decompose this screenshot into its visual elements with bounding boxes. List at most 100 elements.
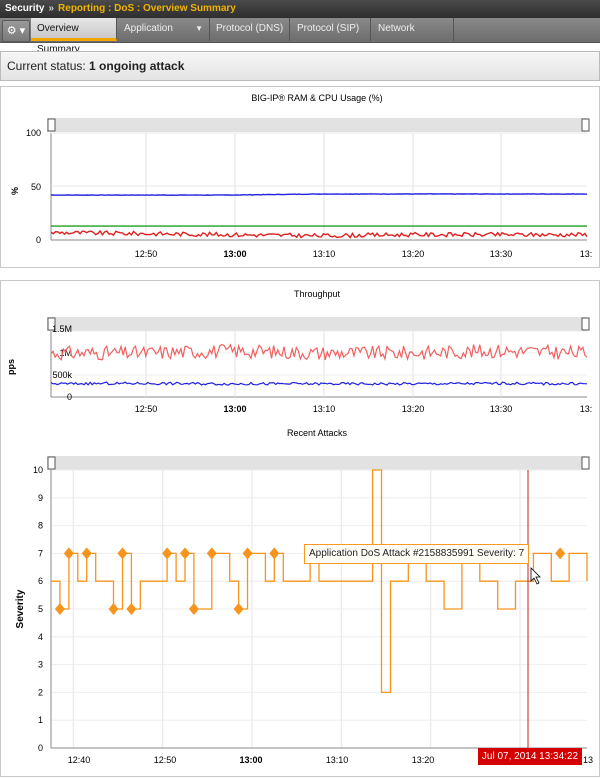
cursor-time-badge: Jul 07, 2014 13:34:22 [478, 748, 582, 765]
throughput-x-tick: 12:50 [135, 404, 158, 414]
attacks-y-tick: 3 [38, 660, 43, 670]
cpu-x-tick: 13:10 [313, 249, 336, 259]
gear-icon[interactable]: ⚙ ▾ [2, 20, 30, 42]
breadcrumb: Security» Reporting : DoS : Overview Summ… [0, 0, 600, 18]
attacks-range-handle-left[interactable] [47, 456, 56, 470]
attacks-y-tick: 2 [38, 687, 43, 697]
attacks-y-label: Severity [15, 589, 26, 628]
throughput-x-tick: 13:20 [402, 404, 425, 414]
attacks-range-slider[interactable] [47, 456, 587, 470]
throughput-y-tick: 500k [52, 370, 72, 380]
status-value: 1 ongoing attack [89, 59, 185, 73]
attacks-y-tick: 9 [38, 493, 43, 503]
attacks-y-tick: 1 [38, 715, 43, 725]
attack-point[interactable] [269, 547, 280, 560]
attack-point[interactable] [242, 547, 253, 560]
cpu-x-tick: 13:30 [490, 249, 513, 259]
attacks-x-tick: 12:40 [68, 755, 91, 765]
attacks-series [51, 469, 588, 694]
cpu-x-tick: 13: [580, 249, 593, 259]
tab-label: Application [124, 23, 173, 34]
attacks-y-tick: 10 [33, 465, 43, 475]
mouse-cursor-icon [530, 567, 541, 585]
cpu-x-tick: 12:50 [135, 249, 158, 259]
cpu-y-tick: 100 [26, 128, 41, 138]
cpu-x-tick: 13:20 [402, 249, 425, 259]
attack-point[interactable] [180, 547, 190, 560]
throughput-x-tick: 13:00 [223, 404, 246, 414]
cpu-series [50, 193, 588, 239]
throughput-x-tick: 13: [580, 404, 593, 414]
attacks-x-tick: 13:20 [412, 755, 435, 765]
tab-label: Network [378, 23, 415, 34]
throughput-x-tick: 13:30 [490, 404, 513, 414]
tab-network[interactable]: Network [372, 18, 454, 41]
attacks-y-tick: 5 [38, 604, 43, 614]
tab-bar: ⚙ ▾ Overview Summary Application ▼ Protoc… [0, 18, 600, 55]
throughput-y-label: pps [6, 359, 16, 375]
attacks-y-tick: 4 [38, 632, 43, 642]
series-line-cpu [50, 229, 588, 239]
breadcrumb-path[interactable]: Reporting : DoS : Overview Summary [58, 3, 236, 14]
cpu-panel: BIG-IP® RAM & CPU Usage (%) 100 50 0 % 1… [0, 86, 600, 268]
series-line-in [50, 343, 588, 362]
cpu-range-slider[interactable] [47, 118, 587, 132]
status-label: Current status: [7, 59, 86, 73]
throughput-grid [51, 330, 587, 397]
throughput-range-slider[interactable] [47, 317, 587, 331]
traffic-panel: Throughput 1.5M 1M 500k 0 pps 12:50 13:0… [0, 280, 600, 777]
cpu-range-handle-right[interactable] [581, 118, 590, 132]
traffic-charts: Throughput 1.5M 1M 500k 0 pps 12:50 13:0… [6, 289, 593, 765]
series-line-ram [50, 193, 588, 197]
chevron-down-icon: ▼ [195, 24, 203, 33]
attack-point[interactable] [233, 603, 244, 615]
cpu-range-handle-left[interactable] [47, 118, 56, 132]
cpu-chart-title: BIG-IP® RAM & CPU Usage (%) [251, 93, 382, 103]
throughput-y-tick: 1.5M [52, 324, 72, 334]
tab-application[interactable]: Application ▼ [118, 18, 210, 41]
tab-overview-summary[interactable]: Overview Summary [31, 18, 117, 55]
attacks-x-tick: 13:10 [326, 755, 349, 765]
attack-point[interactable] [108, 603, 119, 615]
tab-protocol-sip[interactable]: Protocol (SIP) [291, 18, 371, 41]
attacks-range-handle-right[interactable] [581, 456, 590, 470]
series-line-out [50, 381, 588, 386]
highlighted-attack-point[interactable] [555, 547, 566, 560]
tab-label: Protocol (SIP) [297, 23, 360, 34]
breadcrumb-separator: » [48, 3, 55, 14]
tab-protocol-dns[interactable]: Protocol (DNS) [210, 18, 290, 41]
status-bar: Current status: 1 ongoing attack [0, 51, 600, 81]
attacks-chart-title: Recent Attacks [287, 428, 348, 438]
throughput-range-handle-right[interactable] [581, 317, 590, 331]
cpu-y-tick: 50 [31, 182, 41, 192]
attack-point[interactable] [81, 547, 92, 560]
cpu-y-tick: 0 [36, 235, 41, 245]
attack-point[interactable] [162, 547, 173, 560]
attacks-y-tick: 7 [38, 548, 43, 558]
cpu-y-label: % [10, 187, 20, 195]
cpu-grid [51, 132, 587, 240]
attack-point[interactable] [117, 547, 128, 560]
attacks-y-tick: 8 [38, 521, 43, 531]
attacks-x-tick: 13 [583, 755, 593, 765]
cpu-x-tick: 13:00 [223, 249, 246, 259]
attack-point[interactable] [188, 603, 199, 615]
attack-point[interactable] [54, 603, 65, 615]
cpu-chart: BIG-IP® RAM & CPU Usage (%) 100 50 0 % 1… [10, 93, 593, 259]
tab-label: Protocol (DNS) [216, 23, 284, 34]
throughput-range-handle-left[interactable] [47, 317, 56, 331]
throughput-chart-title: Throughput [294, 289, 341, 299]
tab-label: Overview Summary [37, 23, 80, 55]
throughput-series [50, 343, 588, 386]
attack-tooltip: Application DoS Attack #2158835991 Sever… [304, 544, 530, 564]
attacks-y-tick: 6 [38, 576, 43, 586]
attacks-x-tick: 12:50 [154, 755, 177, 765]
throughput-x-tick: 13:10 [313, 404, 336, 414]
attacks-y-tick: 0 [38, 743, 43, 753]
breadcrumb-root[interactable]: Security [5, 3, 45, 14]
attack-point[interactable] [206, 547, 217, 560]
throughput-y-tick: 0 [67, 392, 72, 402]
attack-point[interactable] [63, 547, 74, 560]
attacks-x-tick: 13:00 [239, 755, 262, 765]
